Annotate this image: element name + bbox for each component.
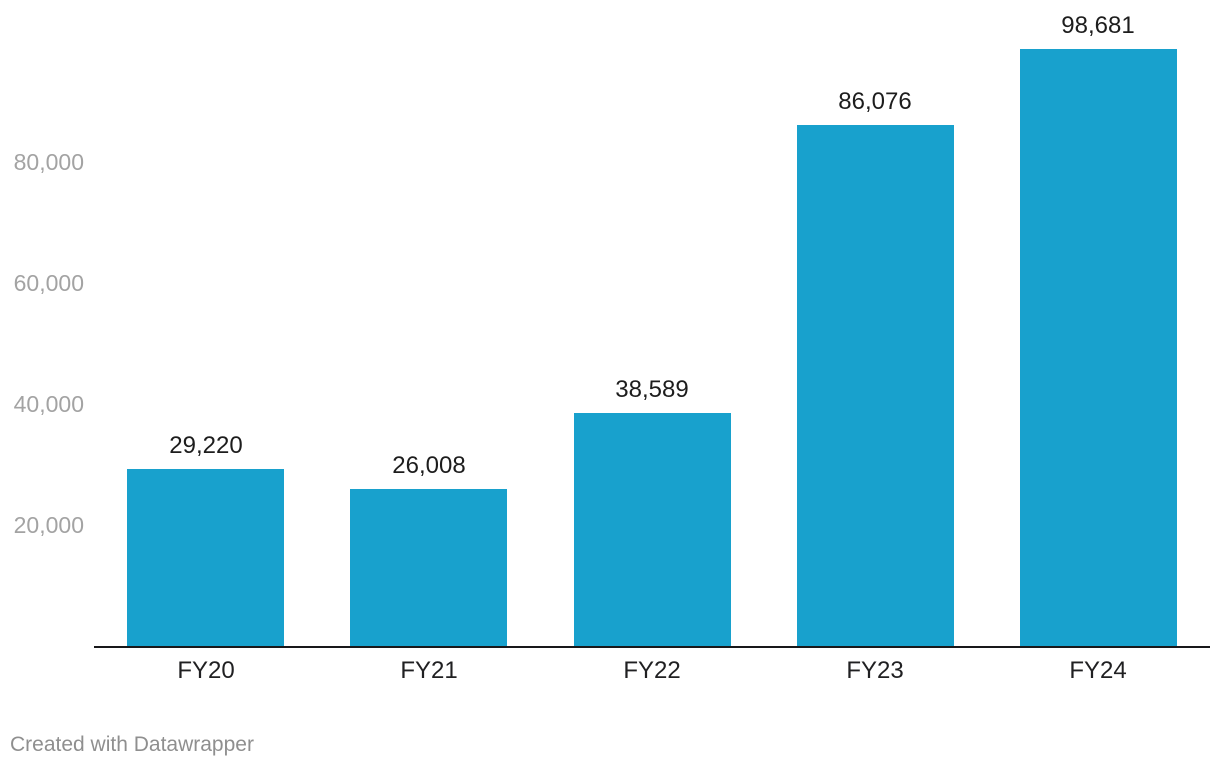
datawrapper-attribution-link[interactable]: Created with Datawrapper — [10, 733, 254, 756]
y-axis-tick-label: 20,000 — [13, 512, 84, 538]
x-axis-category-label: FY23 — [846, 657, 904, 684]
y-axis-tick-label: 40,000 — [13, 391, 84, 417]
bar-fy20 — [127, 469, 284, 646]
x-axis-line — [94, 646, 1210, 648]
bar-value-label: 98,681 — [1061, 12, 1135, 39]
bar-fy21 — [350, 489, 507, 646]
bar-value-label: 26,008 — [392, 452, 466, 479]
x-axis-category-label: FY21 — [400, 657, 458, 684]
bar-value-label: 86,076 — [838, 88, 912, 115]
bar-fy23 — [797, 125, 954, 646]
bar-fy24 — [1020, 49, 1177, 646]
bar-fy22 — [574, 413, 731, 646]
y-axis-tick-label: 60,000 — [13, 270, 84, 296]
bar-value-label: 38,589 — [615, 376, 689, 403]
y-axis-tick-label: 80,000 — [13, 149, 84, 175]
x-axis-category-label: FY20 — [177, 657, 235, 684]
bar-value-label: 29,220 — [169, 432, 243, 459]
x-axis-category-label: FY24 — [1069, 657, 1127, 684]
x-axis-category-label: FY22 — [623, 657, 681, 684]
